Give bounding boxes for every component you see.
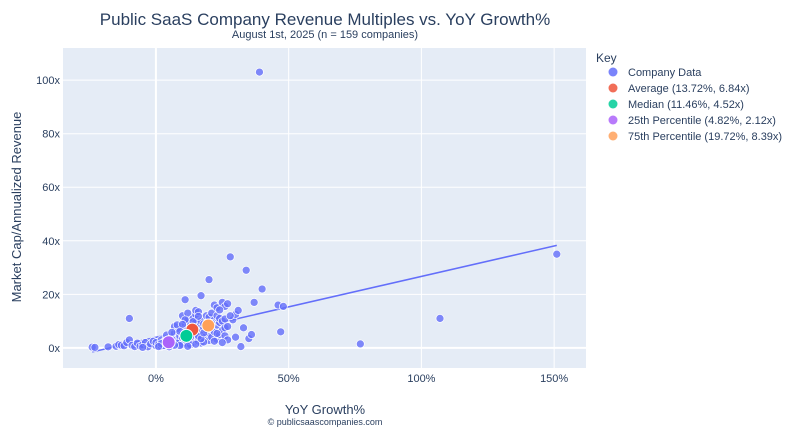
chart-credit: © publicsaascompanies.com [268, 417, 383, 427]
company-data-point[interactable] [241, 265, 251, 275]
company-data-point[interactable] [355, 339, 365, 349]
x-axis-ticks: 0% 50% 100% 150% [148, 373, 568, 385]
legend-label: 25th Percentile (4.82%, 2.12x) [628, 115, 776, 127]
company-data-point[interactable] [247, 330, 256, 339]
company-data-point[interactable] [204, 275, 214, 284]
legend-item-median[interactable]: Median (11.46%, 4.52x) [608, 99, 744, 111]
company-data-point[interactable] [191, 339, 201, 349]
company-data-point[interactable] [217, 338, 227, 347]
legend-marker [608, 83, 618, 93]
company-data-point[interactable] [435, 314, 445, 323]
stat-marker-25th-percentile[interactable] [161, 335, 176, 350]
company-data-point[interactable] [196, 291, 206, 301]
x-tick-label: 0% [148, 373, 164, 385]
company-data-point[interactable] [231, 332, 240, 342]
grid-lines [63, 48, 586, 368]
stat-marker-75th-percentile[interactable] [201, 318, 216, 333]
company-data-point[interactable] [215, 305, 224, 315]
legend-label: 75th Percentile (19.72%, 8.39x) [628, 131, 782, 143]
company-data-point[interactable] [154, 342, 163, 351]
y-axis-ticks: 0x 20x 40x 60x 80x 100x [36, 75, 60, 355]
company-data-point[interactable] [255, 67, 264, 77]
legend-marker [608, 115, 618, 125]
y-tick-label: 80x [42, 129, 60, 141]
legend-item-company-data[interactable]: Company Data [608, 67, 703, 79]
y-axis-title: Market Cap/Annualized Revenue [9, 112, 24, 303]
data-points [87, 67, 562, 352]
company-data-point[interactable] [223, 299, 232, 309]
y-tick-label: 0x [48, 343, 60, 355]
legend-item-25th-percentile[interactable]: 25th Percentile (4.82%, 2.12x) [608, 115, 776, 127]
company-data-point[interactable] [125, 314, 134, 323]
chart-title: Public SaaS Company Revenue Multiples vs… [100, 10, 550, 29]
x-tick-label: 100% [407, 373, 435, 385]
company-data-point[interactable] [183, 341, 193, 351]
legend-marker [608, 99, 618, 109]
legend-label: Company Data [628, 67, 702, 79]
company-data-point[interactable] [236, 342, 246, 351]
legend-item-average[interactable]: Average (13.72%, 6.84x) [608, 83, 750, 95]
legend[interactable]: Key Company Data Average (13.72%, 6.84x) M… [596, 51, 782, 143]
x-tick-label: 50% [278, 373, 300, 385]
chart-subtitle: August 1st, 2025 (n = 159 companies) [232, 29, 418, 41]
y-tick-label: 100x [36, 75, 60, 87]
company-data-point[interactable] [212, 329, 222, 338]
company-data-point[interactable] [233, 306, 243, 315]
company-data-point[interactable] [180, 295, 190, 305]
company-data-point[interactable] [194, 311, 203, 321]
company-data-point[interactable] [276, 327, 286, 337]
stat-marker-median[interactable] [179, 328, 194, 343]
company-data-point[interactable] [103, 342, 113, 352]
plot-area [63, 48, 586, 368]
company-data-point[interactable] [90, 343, 100, 352]
y-tick-label: 20x [42, 289, 60, 301]
company-data-point[interactable] [279, 302, 288, 311]
company-data-point[interactable] [209, 336, 219, 346]
legend-label: Median (11.46%, 4.52x) [628, 99, 744, 111]
x-axis-title: YoY Growth% [285, 402, 366, 417]
company-data-point[interactable] [225, 252, 235, 262]
legend-label: Average (13.72%, 6.84x) [628, 83, 749, 95]
company-data-point[interactable] [167, 328, 177, 337]
company-data-point[interactable] [249, 298, 259, 307]
legend-marker [608, 131, 618, 141]
company-data-point[interactable] [552, 249, 562, 259]
company-data-point[interactable] [223, 322, 232, 331]
y-tick-label: 40x [42, 236, 60, 248]
company-data-point[interactable] [138, 343, 147, 352]
y-tick-label: 60x [42, 182, 60, 194]
x-tick-label: 150% [540, 373, 568, 385]
company-data-point[interactable] [225, 311, 235, 321]
company-data-point[interactable] [257, 284, 267, 294]
company-data-point[interactable] [239, 323, 248, 333]
legend-title: Key [596, 51, 617, 65]
legend-item-75th-percentile[interactable]: 75th Percentile (19.72%, 8.39x) [608, 131, 783, 143]
legend-marker [608, 67, 618, 77]
